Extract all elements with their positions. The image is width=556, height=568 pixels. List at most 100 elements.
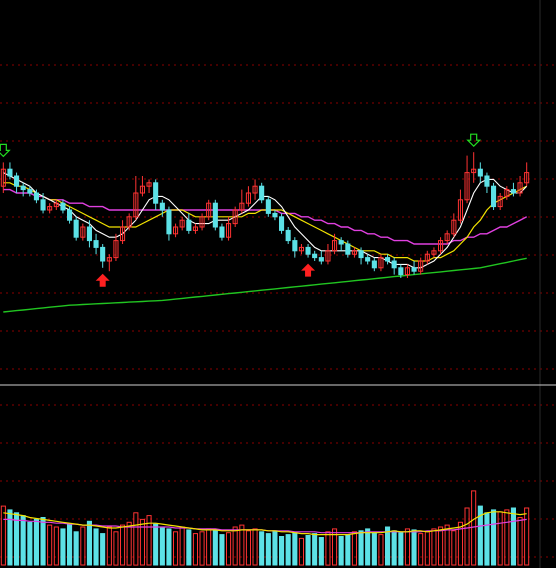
volume-bar [126, 521, 132, 566]
volume-bar [199, 531, 205, 566]
candle-body [312, 253, 318, 259]
volume-bar [285, 534, 291, 566]
candle-body [179, 219, 185, 228]
candle-body [106, 257, 112, 262]
candle-body [285, 229, 291, 242]
candle-body [86, 226, 93, 242]
volume-bar [100, 533, 106, 566]
ma250-line [3, 257, 527, 313]
volume-ma-lines [3, 511, 527, 536]
candle-body [404, 267, 410, 276]
candle-body [385, 257, 391, 262]
buy-signal-arrow [301, 263, 316, 277]
candle-body [80, 226, 86, 238]
volume-bar [166, 528, 172, 566]
trade-signals [0, 133, 482, 287]
volume-bar [517, 517, 523, 566]
volume-bar [491, 509, 497, 566]
volume-bar [504, 509, 510, 566]
volume-bar [0, 505, 6, 566]
volume-bar [53, 526, 59, 566]
volume-bar [292, 532, 298, 566]
candle-body [245, 192, 251, 204]
candle-body [524, 172, 530, 184]
sell-signal-arrow [466, 133, 482, 148]
volume-bar [159, 526, 165, 566]
candle-body [146, 182, 152, 187]
candle-body [351, 250, 357, 255]
candle-body [159, 202, 165, 211]
candle-body [212, 202, 218, 228]
volume-bar [212, 530, 218, 566]
volume-bar [418, 533, 424, 566]
candle-body [517, 182, 523, 194]
volume-bar [206, 528, 212, 566]
volume-bars [0, 490, 530, 566]
candle-body [391, 260, 397, 269]
candle-body [60, 202, 66, 211]
candle-body [491, 185, 497, 208]
volume-bar [305, 535, 311, 566]
candle-body [292, 240, 298, 252]
volume-bar [93, 528, 99, 566]
candle-body [153, 182, 159, 204]
volume-bar [265, 533, 271, 566]
volume-bar [404, 528, 410, 566]
volume-bar [120, 524, 126, 566]
candle-body [272, 212, 278, 218]
candle-body [192, 226, 198, 231]
volume-bar [398, 532, 404, 566]
volume-bar [73, 531, 79, 566]
candle-body [40, 199, 46, 211]
candle-body [53, 202, 59, 208]
price-pane [0, 133, 530, 313]
volume-bar [358, 530, 364, 566]
candle-body [504, 189, 510, 197]
volume-bar [378, 534, 384, 566]
volume-bar [219, 534, 225, 566]
buy-signal-arrow [95, 273, 110, 287]
candle-body [510, 189, 516, 194]
volume-bar [477, 505, 483, 566]
volume-bar [451, 530, 457, 566]
volume-bar [106, 526, 112, 566]
candle-body [73, 219, 79, 238]
volume-bar [259, 531, 265, 566]
volume-bar [7, 509, 13, 566]
volume-bar [27, 521, 33, 566]
candle-body [166, 209, 172, 235]
candle-body [424, 253, 430, 262]
candle-body [444, 233, 450, 242]
volume-bar [457, 521, 463, 566]
volume-bar [272, 530, 278, 566]
candle-body [477, 168, 483, 177]
volume-bar [391, 530, 397, 566]
volume-ma1-line [3, 511, 527, 536]
volume-bar [312, 533, 318, 566]
volume-bar [332, 528, 338, 566]
ma5-line [3, 172, 528, 269]
candle-body [305, 246, 311, 255]
candle-body [33, 192, 40, 201]
volume-bar [345, 534, 351, 566]
candle-body [219, 226, 225, 238]
volume-pane [0, 490, 530, 566]
candle-body [199, 216, 205, 228]
volume-bar [351, 531, 357, 566]
candle-body [14, 175, 20, 187]
volume-bar [510, 507, 516, 566]
candle-body [358, 250, 364, 259]
sell-signal-arrow [0, 143, 11, 158]
candle-body [27, 189, 33, 194]
candle-body [252, 185, 258, 194]
candle-body [139, 185, 145, 194]
candle-body [325, 250, 331, 262]
volume-bar [20, 515, 26, 566]
candle-body [438, 240, 444, 252]
candle-body [497, 195, 503, 208]
candle-body [298, 246, 304, 252]
ma10-line [3, 182, 527, 262]
candle-body [186, 219, 192, 231]
